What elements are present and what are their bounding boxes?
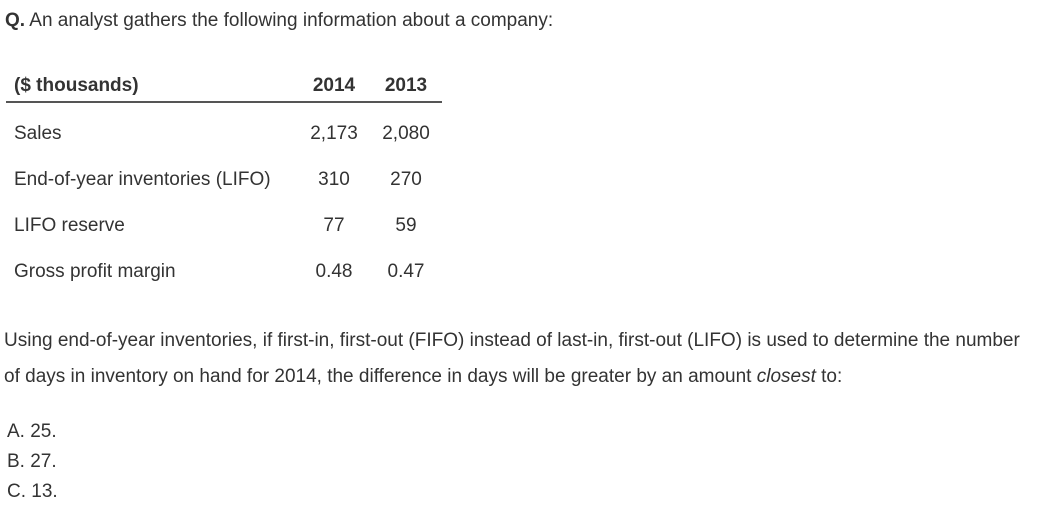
question-text: An analyst gathers the following informa… — [25, 10, 554, 31]
cell-2013: 0.47 — [387, 261, 425, 282]
table-header-units: ($ thousands) — [6, 70, 298, 103]
row-label: LIFO reserve — [14, 215, 125, 236]
prompt-text: Using end-of-year inventories, if first-… — [4, 330, 1020, 387]
table-row-inventories: End-of-year inventories (LIFO) 310 270 — [6, 157, 442, 203]
cell-2013: 59 — [395, 215, 417, 236]
question-prompt: Using end-of-year inventories, if first-… — [4, 323, 1029, 395]
option-value: 25. — [30, 421, 57, 442]
option-letter: A. — [7, 421, 25, 442]
cell-2014: 310 — [318, 169, 350, 190]
answer-option-a[interactable]: A. 25. — [7, 417, 58, 447]
question-heading: Q. An analyst gathers the following info… — [5, 8, 553, 34]
table-header-year-2014: 2014 — [298, 70, 370, 103]
row-label: Gross profit margin — [14, 261, 176, 282]
option-letter: B. — [7, 451, 25, 472]
prompt-emphasis: closest — [756, 366, 816, 387]
cell-2014: 0.48 — [315, 261, 353, 282]
option-value: 13. — [31, 481, 58, 502]
answer-options: A. 25. B. 27. C. 13. — [7, 417, 58, 507]
option-value: 27. — [30, 451, 57, 472]
table-row-gross-profit-margin: Gross profit margin 0.48 0.47 — [6, 249, 442, 295]
answer-option-b[interactable]: B. 27. — [7, 447, 58, 477]
table-header-year-2013: 2013 — [370, 70, 442, 103]
row-label: End-of-year inventories (LIFO) — [14, 169, 271, 190]
cell-2014: 2,173 — [310, 123, 358, 144]
row-label: Sales — [14, 123, 62, 144]
table-row-lifo-reserve: LIFO reserve 77 59 — [6, 203, 442, 249]
table-row-sales: Sales 2,173 2,080 — [6, 102, 442, 157]
prompt-text-end: to: — [815, 366, 843, 387]
cell-2013: 2,080 — [382, 123, 430, 144]
table-header-row: ($ thousands) 2014 2013 — [6, 70, 442, 103]
cell-2014: 77 — [323, 215, 345, 236]
answer-option-c[interactable]: C. 13. — [7, 477, 58, 507]
cell-2013: 270 — [390, 169, 422, 190]
option-letter: C. — [7, 481, 26, 502]
financial-data-table: ($ thousands) 2014 2013 Sales 2,173 2,08… — [6, 70, 442, 295]
question-label: Q. — [5, 10, 26, 31]
